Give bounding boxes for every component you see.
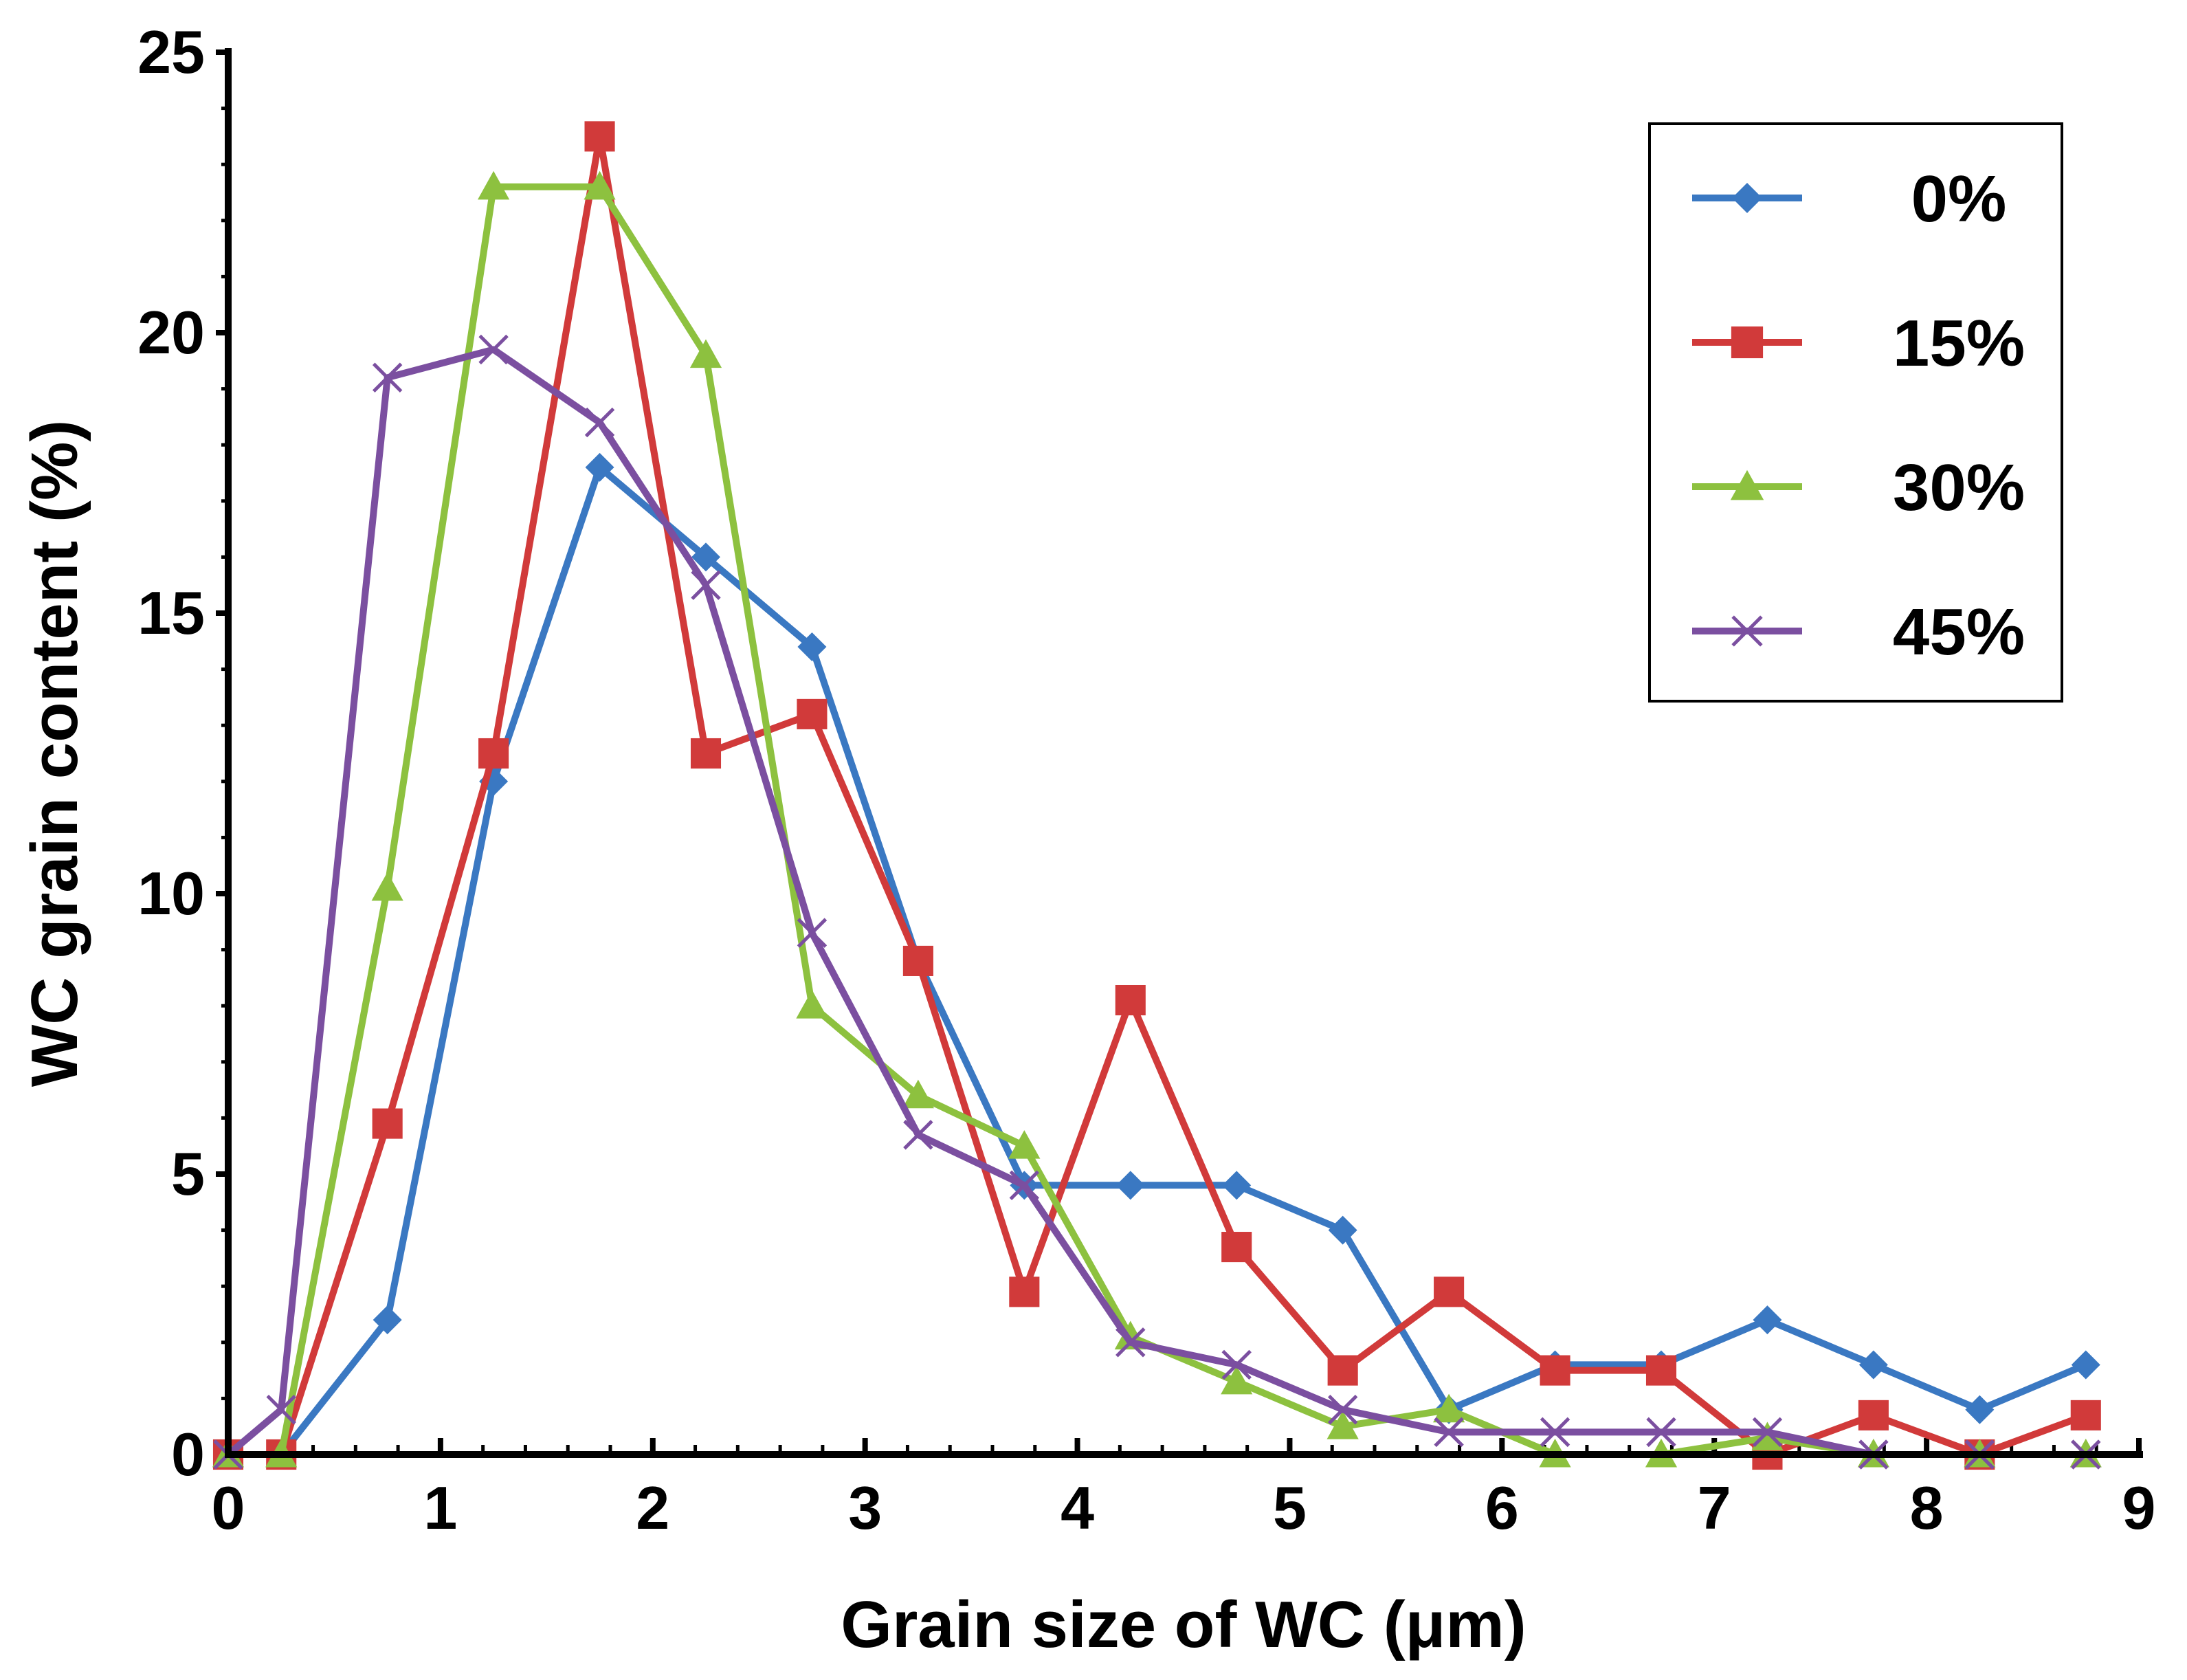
- legend-label: 45%: [1893, 595, 2025, 669]
- data-point: [1752, 1417, 1783, 1448]
- legend-label: 0%: [1911, 162, 2007, 236]
- data-point: [1540, 1355, 1570, 1386]
- legend-marker: [1730, 469, 1764, 500]
- data-point: [691, 542, 720, 572]
- data-point: [584, 407, 615, 438]
- data-point: [1858, 1350, 1888, 1380]
- data-point: [1221, 1365, 1253, 1395]
- data-point: [478, 170, 510, 200]
- legend-marker: [1731, 326, 1764, 359]
- x-tick-label: 3: [848, 1474, 882, 1542]
- y-tick-label: 25: [137, 18, 205, 86]
- x-tick-label: 9: [2122, 1474, 2156, 1542]
- x-tick-label: 5: [1273, 1474, 1307, 1542]
- y-tick-label: 20: [137, 298, 205, 366]
- data-point: [1115, 984, 1146, 1016]
- data-point: [371, 872, 403, 901]
- legend: 0% 15% 30% 45%: [1648, 122, 2063, 703]
- legend-item: 15%: [1692, 307, 2025, 380]
- legend-label: 30%: [1893, 451, 2025, 524]
- data-point: [1328, 1215, 1357, 1245]
- series-layer: [212, 121, 2102, 1470]
- y-tick-label: 5: [171, 1140, 205, 1208]
- legend-marker: [1732, 183, 1762, 213]
- x-tick-label: 4: [1061, 1474, 1094, 1542]
- data-point: [584, 121, 615, 152]
- legend-item: 45%: [1692, 595, 2025, 669]
- data-point: [797, 632, 827, 661]
- data-point: [584, 170, 616, 200]
- y-axis-ticks: 0 5 10 15 20 25: [137, 18, 228, 1488]
- y-tick-label: 10: [137, 859, 205, 927]
- data-point: [372, 1108, 403, 1139]
- data-point: [1434, 1417, 1464, 1448]
- data-point: [1327, 1355, 1358, 1386]
- data-point: [2070, 1400, 2101, 1430]
- x-tick-label: 8: [1910, 1474, 1944, 1542]
- data-point: [1540, 1417, 1570, 1448]
- data-point: [478, 334, 509, 365]
- legend-item: 0%: [1692, 162, 2006, 236]
- data-point: [689, 339, 722, 368]
- data-point: [478, 738, 509, 769]
- data-point: [1965, 1395, 1995, 1424]
- y-tick-label: 0: [171, 1420, 205, 1488]
- data-point: [1222, 1171, 1252, 1200]
- data-point: [690, 738, 722, 769]
- data-point: [902, 1079, 934, 1109]
- data-point: [1221, 1349, 1252, 1380]
- legend-label: 15%: [1893, 307, 2025, 380]
- data-point: [1115, 1171, 1145, 1200]
- data-point: [797, 918, 828, 948]
- x-axis-title: Grain size of WC (μm): [841, 1588, 1526, 1661]
- x-tick-label: 0: [212, 1474, 245, 1542]
- data-point: [797, 698, 828, 729]
- data-point: [796, 990, 828, 1019]
- y-tick-label: 15: [137, 579, 205, 647]
- data-point: [373, 1305, 402, 1335]
- x-tick-label: 6: [1485, 1474, 1519, 1542]
- data-point: [1009, 1170, 1040, 1201]
- data-point: [1433, 1393, 1465, 1423]
- x-tick-label: 2: [636, 1474, 669, 1542]
- legend-item: 30%: [1692, 451, 2025, 524]
- data-point: [372, 362, 403, 393]
- data-point: [1327, 1395, 1358, 1425]
- data-point: [691, 570, 721, 600]
- data-point: [903, 1120, 933, 1150]
- data-point: [1645, 1355, 1677, 1386]
- data-point: [1753, 1305, 1782, 1335]
- data-point: [1858, 1400, 1889, 1430]
- data-point: [585, 452, 614, 482]
- legend-box: [1648, 122, 2063, 703]
- data-point: [1221, 1232, 1252, 1263]
- data-point: [1009, 1276, 1040, 1307]
- legend-marker: [1731, 615, 1763, 647]
- data-point: [1646, 1417, 1676, 1448]
- data-point: [1751, 1422, 1784, 1450]
- data-point: [266, 1395, 296, 1425]
- data-point: [2071, 1350, 2100, 1380]
- y-axis-title: WC grain content (%): [18, 420, 91, 1087]
- data-point: [1434, 1276, 1465, 1307]
- x-tick-label: 1: [423, 1474, 457, 1542]
- data-point: [1008, 1130, 1041, 1159]
- data-point: [1115, 1327, 1146, 1358]
- data-point: [902, 945, 933, 976]
- x-tick-label: 7: [1698, 1474, 1731, 1542]
- data-point: [1326, 1411, 1359, 1439]
